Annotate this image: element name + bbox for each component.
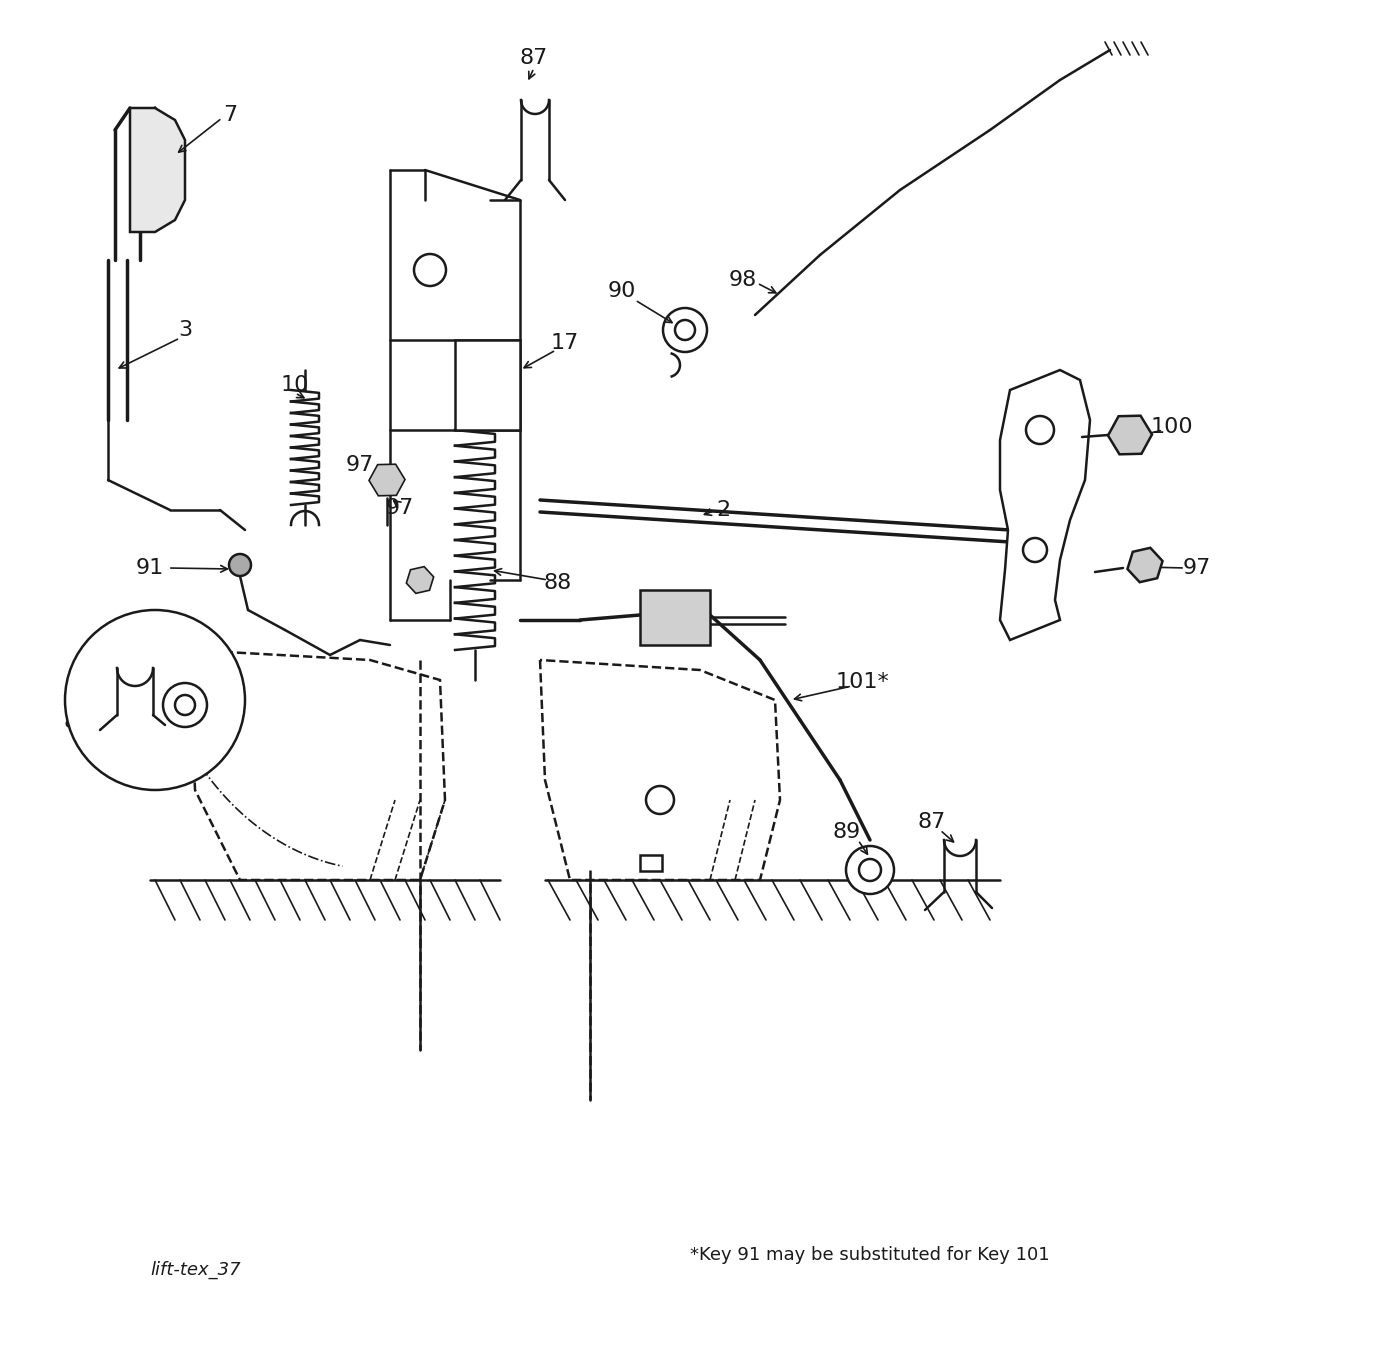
Text: 3: 3 xyxy=(178,320,192,340)
Text: 89: 89 xyxy=(90,746,119,767)
Text: 89: 89 xyxy=(833,822,862,842)
Circle shape xyxy=(175,695,195,716)
Circle shape xyxy=(229,554,251,576)
Polygon shape xyxy=(191,650,445,880)
Bar xyxy=(639,590,710,646)
Circle shape xyxy=(1023,538,1047,562)
Text: *Key 91 may be substituted for Key 101: *Key 91 may be substituted for Key 101 xyxy=(690,1245,1050,1264)
Text: 10: 10 xyxy=(280,375,309,395)
Text: 88: 88 xyxy=(544,573,572,593)
Circle shape xyxy=(1026,416,1054,444)
Text: 97: 97 xyxy=(1184,558,1211,578)
Bar xyxy=(639,855,661,872)
Circle shape xyxy=(847,846,894,894)
Text: 100: 100 xyxy=(1150,417,1193,437)
Circle shape xyxy=(675,320,695,340)
Text: 97: 97 xyxy=(385,498,414,518)
Polygon shape xyxy=(540,660,780,880)
Text: 101*: 101* xyxy=(836,672,889,691)
Circle shape xyxy=(414,254,446,286)
Text: 87: 87 xyxy=(64,712,93,732)
Text: 7: 7 xyxy=(222,105,238,125)
Text: 2: 2 xyxy=(715,500,731,521)
Bar xyxy=(454,340,521,430)
Text: 91: 91 xyxy=(135,558,164,578)
Text: 97: 97 xyxy=(345,455,374,475)
Text: 17: 17 xyxy=(551,334,579,352)
Circle shape xyxy=(163,683,207,728)
Polygon shape xyxy=(130,108,185,231)
Text: 87: 87 xyxy=(918,812,946,833)
Text: 98: 98 xyxy=(729,270,757,291)
Circle shape xyxy=(646,785,674,814)
Circle shape xyxy=(65,611,244,790)
Text: lift-tex_37: lift-tex_37 xyxy=(151,1260,240,1279)
Circle shape xyxy=(859,859,881,881)
Text: 90: 90 xyxy=(608,281,637,301)
Polygon shape xyxy=(1000,370,1090,640)
Text: 87: 87 xyxy=(519,48,548,69)
Circle shape xyxy=(663,308,707,352)
